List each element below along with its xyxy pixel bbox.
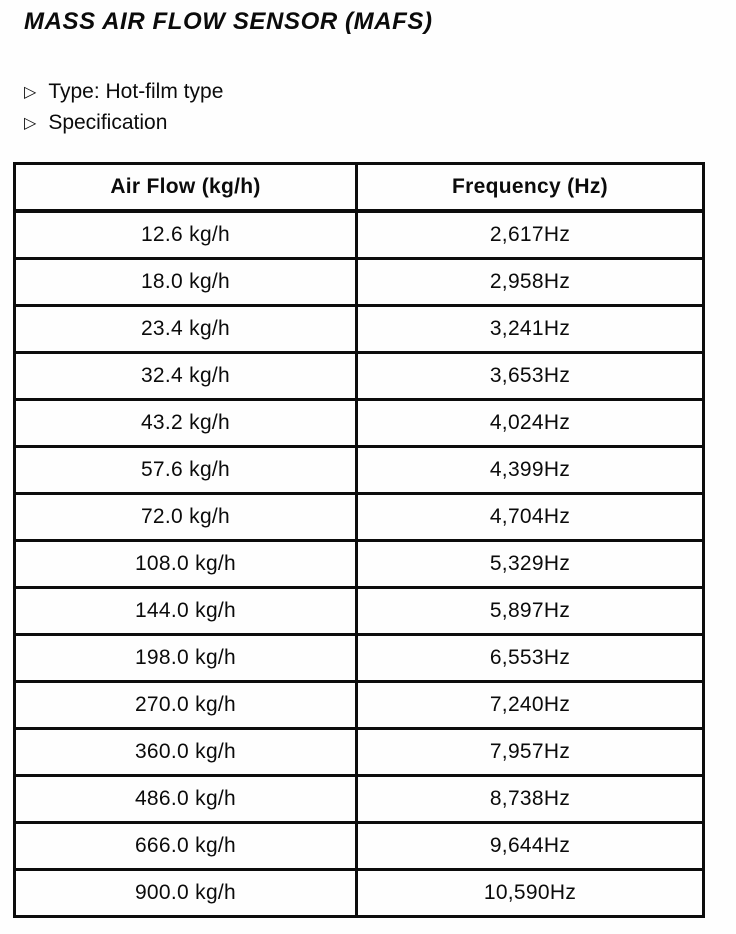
frequency-cell: 6,553Hz — [355, 633, 705, 683]
table-row: 666.0 kg/h 9,644Hz — [13, 821, 705, 871]
spec-table: Air Flow (kg/h) Frequency (Hz) 12.6 kg/h… — [13, 162, 705, 918]
triangle-bullet-icon: ▷ — [24, 115, 37, 132]
frequency-cell: 2,617Hz — [355, 209, 705, 260]
air-flow-cell: 57.6 kg/h — [13, 445, 358, 495]
frequency-cell: 5,329Hz — [355, 539, 705, 589]
air-flow-cell: 18.0 kg/h — [13, 257, 358, 307]
bullet-specification-line: ▷ Specification — [24, 109, 223, 139]
type-label: Type: Hot-film type — [48, 80, 224, 103]
air-flow-cell: 23.4 kg/h — [13, 304, 358, 354]
table-row: 43.2 kg/h 4,024Hz — [13, 398, 705, 448]
table-row: 23.4 kg/h 3,241Hz — [13, 304, 705, 354]
table-row: 108.0 kg/h 5,329Hz — [13, 539, 705, 589]
frequency-cell: 3,653Hz — [355, 351, 705, 401]
table-row: 270.0 kg/h 7,240Hz — [13, 680, 705, 730]
air-flow-cell: 144.0 kg/h — [13, 586, 358, 636]
frequency-cell: 7,957Hz — [355, 727, 705, 777]
air-flow-cell: 360.0 kg/h — [13, 727, 358, 777]
frequency-cell: 4,704Hz — [355, 492, 705, 542]
table-row: 72.0 kg/h 4,704Hz — [13, 492, 705, 542]
air-flow-cell: 108.0 kg/h — [13, 539, 358, 589]
table-row: 198.0 kg/h 6,553Hz — [13, 633, 705, 683]
frequency-cell: 5,897Hz — [355, 586, 705, 636]
table-row: 360.0 kg/h 7,957Hz — [13, 727, 705, 777]
table-body: 12.6 kg/h 2,617Hz 18.0 kg/h 2,958Hz 23.4 kg/… — [13, 209, 705, 918]
air-flow-cell: 900.0 kg/h — [13, 868, 358, 918]
frequency-cell: 9,644Hz — [355, 821, 705, 871]
table-row: 18.0 kg/h 2,958Hz — [13, 257, 705, 307]
page-title: MASS AIR FLOW SENSOR (MAFS) — [24, 8, 433, 35]
table-row: 32.4 kg/h 3,653Hz — [13, 351, 705, 401]
table-row: 900.0 kg/h 10,590Hz — [13, 868, 705, 918]
bullet-list: ▷ Type: Hot-film type ▷ Specification — [24, 78, 223, 140]
table-row: 486.0 kg/h 8,738Hz — [13, 774, 705, 824]
frequency-cell: 4,399Hz — [355, 445, 705, 495]
frequency-cell: 8,738Hz — [355, 774, 705, 824]
air-flow-cell: 486.0 kg/h — [13, 774, 358, 824]
table-row: 57.6 kg/h 4,399Hz — [13, 445, 705, 495]
frequency-cell: 10,590Hz — [355, 868, 705, 918]
air-flow-cell: 32.4 kg/h — [13, 351, 358, 401]
frequency-cell: 4,024Hz — [355, 398, 705, 448]
column-header-air-flow: Air Flow (kg/h) — [13, 162, 358, 213]
triangle-bullet-icon: ▷ — [24, 84, 37, 101]
table-row: 144.0 kg/h 5,897Hz — [13, 586, 705, 636]
frequency-cell: 7,240Hz — [355, 680, 705, 730]
frequency-cell: 2,958Hz — [355, 257, 705, 307]
bullet-type-line: ▷ Type: Hot-film type — [24, 78, 223, 108]
column-header-frequency: Frequency (Hz) — [355, 162, 705, 213]
table-row: 12.6 kg/h 2,617Hz — [13, 209, 705, 260]
air-flow-cell: 43.2 kg/h — [13, 398, 358, 448]
specification-label: Specification — [48, 111, 168, 134]
air-flow-cell: 198.0 kg/h — [13, 633, 358, 683]
air-flow-cell: 12.6 kg/h — [13, 209, 358, 260]
air-flow-cell: 270.0 kg/h — [13, 680, 358, 730]
table-header-row: Air Flow (kg/h) Frequency (Hz) — [13, 162, 705, 213]
air-flow-cell: 72.0 kg/h — [13, 492, 358, 542]
air-flow-cell: 666.0 kg/h — [13, 821, 358, 871]
frequency-cell: 3,241Hz — [355, 304, 705, 354]
